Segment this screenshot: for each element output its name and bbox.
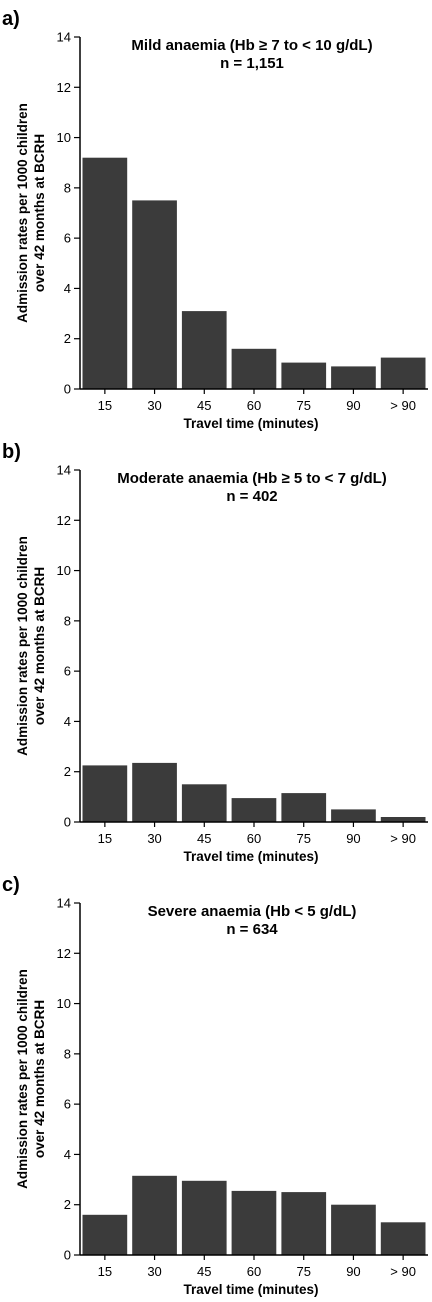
y-tick-label: 6: [64, 1097, 71, 1112]
bar-90: [380, 1222, 426, 1255]
x-tick-label: 45: [197, 398, 211, 413]
y-tick-label: 0: [64, 382, 71, 397]
panel-label: c): [2, 874, 20, 896]
y-tick-label: 10: [57, 130, 71, 145]
x-axis-label: Travel time (minutes): [183, 416, 318, 431]
bar-45: [181, 784, 227, 822]
y-tick-label: 14: [57, 896, 71, 911]
y-axis-label-line2: over 42 months at BCRH: [32, 567, 47, 725]
y-tick-label: 2: [64, 764, 71, 779]
chart-subtitle: n = 402: [226, 488, 277, 505]
bar-30: [132, 200, 177, 389]
x-tick-label: 30: [147, 1264, 161, 1279]
x-tick-label: > 90: [390, 831, 416, 846]
bar-45: [181, 1180, 227, 1255]
x-tick-label: 45: [197, 1264, 211, 1279]
bar-45: [181, 311, 227, 389]
bar-75: [281, 1192, 327, 1255]
bar-30: [132, 762, 177, 822]
bar-90: [380, 817, 426, 822]
bar-15: [82, 1214, 128, 1255]
y-tick-label: 12: [57, 513, 71, 528]
x-tick-label: 45: [197, 831, 211, 846]
y-tick-label: 12: [57, 80, 71, 95]
panel-label: a): [2, 8, 20, 30]
chart-title: Moderate anaemia (Hb ≥ 5 to < 7 g/dL): [117, 470, 387, 487]
y-tick-label: 0: [64, 1248, 71, 1263]
y-axis-label-line1: Admission rates per 1000 children: [15, 103, 30, 323]
bar-15: [82, 765, 128, 822]
panel-b: b) Moderate anaemia (Hb ≥ 5 to < 7 g/dL)n…: [2, 441, 428, 864]
x-tick-label: 75: [296, 1264, 310, 1279]
y-tick-label: 10: [57, 563, 71, 578]
y-tick-label: 12: [57, 946, 71, 961]
bar-75: [281, 793, 327, 822]
bar-90: [331, 366, 376, 389]
chart-title: Severe anaemia (Hb < 5 g/dL): [148, 903, 357, 920]
y-tick-label: 2: [64, 1197, 71, 1212]
y-tick-label: 14: [57, 463, 71, 478]
bar-90: [331, 809, 376, 822]
bar-90: [331, 1204, 376, 1255]
y-tick-label: 2: [64, 331, 71, 346]
bar-30: [132, 1175, 177, 1255]
bar-60: [231, 798, 277, 822]
x-tick-label: 15: [98, 831, 112, 846]
y-tick-label: 8: [64, 180, 71, 195]
bar-90: [380, 357, 426, 389]
y-tick-label: 4: [64, 714, 71, 729]
x-axis-label: Travel time (minutes): [183, 849, 318, 864]
y-tick-label: 4: [64, 1147, 71, 1162]
y-tick-label: 0: [64, 815, 71, 830]
x-tick-label: 75: [296, 831, 310, 846]
x-tick-label: 60: [247, 831, 261, 846]
x-tick-label: 15: [98, 1264, 112, 1279]
x-tick-label: 90: [346, 1264, 360, 1279]
x-tick-label: 15: [98, 398, 112, 413]
x-tick-label: 60: [247, 398, 261, 413]
x-tick-label: 30: [147, 398, 161, 413]
y-axis-label-line2: over 42 months at BCRH: [32, 1000, 47, 1158]
x-tick-label: 90: [346, 398, 360, 413]
y-tick-label: 4: [64, 281, 71, 296]
x-tick-label: 60: [247, 1264, 261, 1279]
panel-label: b): [2, 441, 21, 463]
bar-60: [231, 348, 277, 389]
y-axis-label-line1: Admission rates per 1000 children: [15, 969, 30, 1189]
panel-a: a) Mild anaemia (Hb ≥ 7 to < 10 g/dL)n = …: [2, 8, 428, 431]
y-tick-label: 8: [64, 1046, 71, 1061]
y-tick-label: 8: [64, 613, 71, 628]
y-axis-label-line2: over 42 months at BCRH: [32, 134, 47, 292]
y-tick-label: 6: [64, 664, 71, 679]
x-tick-label: 30: [147, 831, 161, 846]
chart-subtitle: n = 634: [226, 921, 278, 938]
x-axis-label: Travel time (minutes): [183, 1282, 318, 1297]
chart-subtitle: n = 1,151: [220, 55, 284, 72]
y-axis-label-line1: Admission rates per 1000 children: [15, 536, 30, 756]
x-tick-label: 90: [346, 831, 360, 846]
chart-title: Mild anaemia (Hb ≥ 7 to < 10 g/dL): [131, 37, 372, 54]
x-tick-label: 75: [296, 398, 310, 413]
bar-60: [231, 1190, 277, 1255]
y-tick-label: 14: [57, 30, 71, 45]
y-tick-label: 6: [64, 231, 71, 246]
bar-15: [82, 157, 128, 389]
y-tick-label: 10: [57, 996, 71, 1011]
x-tick-label: > 90: [390, 398, 416, 413]
panel-c: c) Severe anaemia (Hb < 5 g/dL)n = 634 0 2 4…: [2, 874, 428, 1297]
x-tick-label: > 90: [390, 1264, 416, 1279]
bar-75: [281, 362, 327, 389]
